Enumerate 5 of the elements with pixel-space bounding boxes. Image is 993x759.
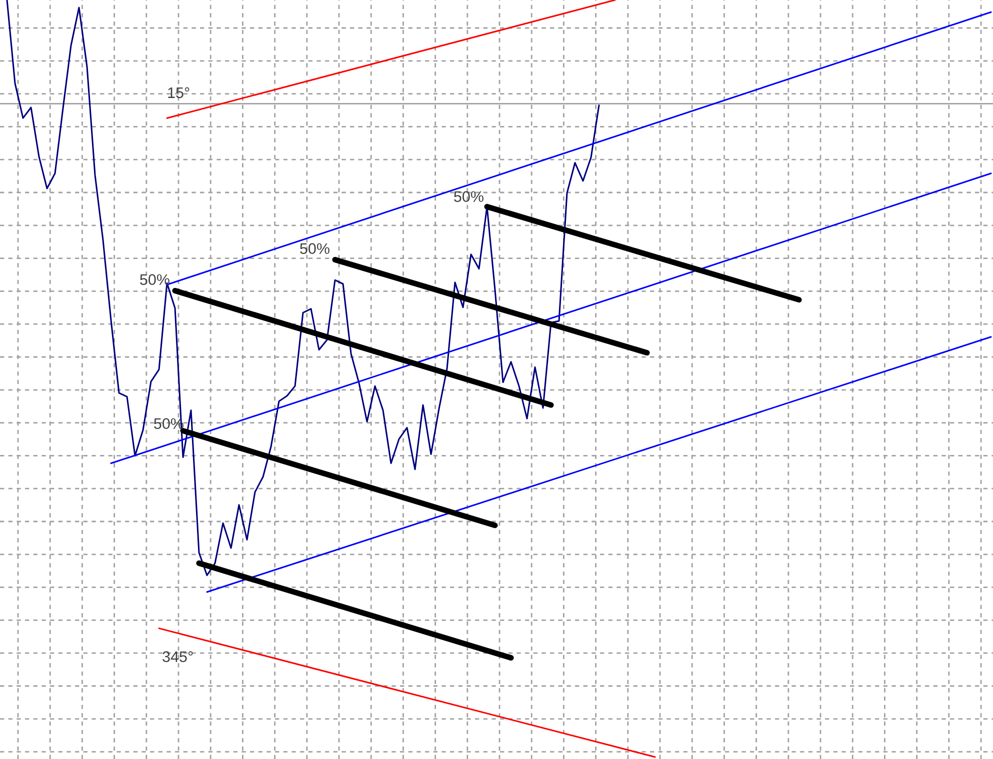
annotation: 345° bbox=[162, 651, 193, 662]
annotation: 50% bbox=[454, 191, 484, 202]
annotation: 50% bbox=[140, 274, 170, 285]
annotation: 50% bbox=[300, 243, 330, 254]
annotation: 15° bbox=[168, 87, 190, 98]
